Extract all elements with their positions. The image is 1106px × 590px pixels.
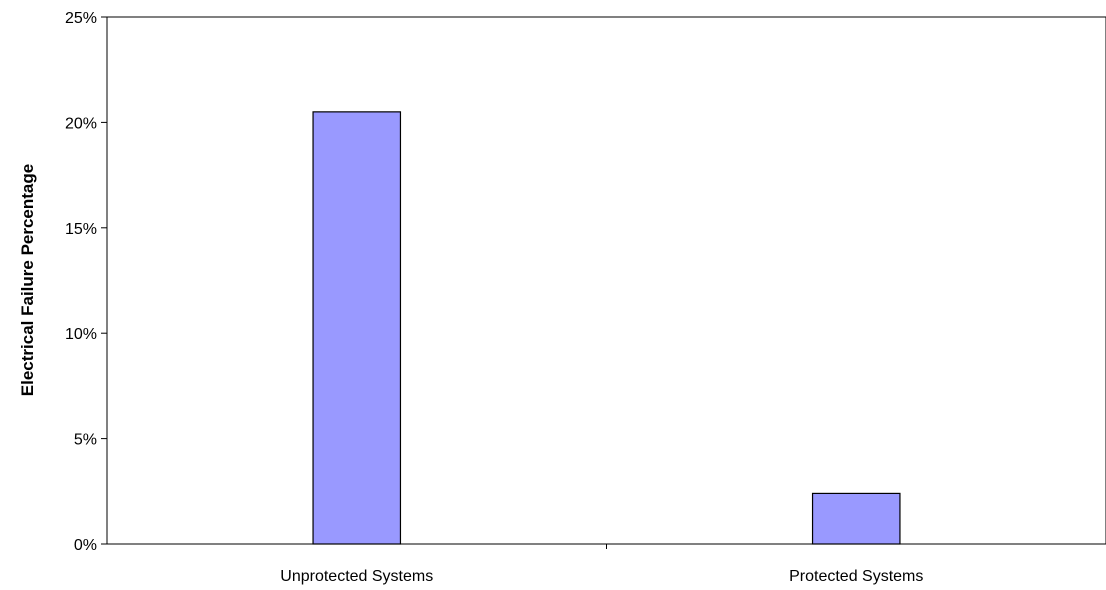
bars-layer xyxy=(312,111,901,545)
y-tick-label: 25% xyxy=(65,10,97,27)
tick-labels-layer: 0% 5% 10% 15% 20% 25% Unprotected Systems Prote… xyxy=(65,10,923,585)
y-tick-label: 5% xyxy=(74,432,97,449)
y-tick-label: 0% xyxy=(74,537,97,554)
bar-unprotected-systems xyxy=(312,111,402,545)
x-category-label: Unprotected Systems xyxy=(280,568,433,585)
y-tick-label: 10% xyxy=(65,326,97,343)
y-tick-label: 15% xyxy=(65,221,97,238)
bar-protected-systems xyxy=(811,492,901,545)
plot-area xyxy=(106,16,1106,545)
axes-layer xyxy=(101,16,1106,549)
y-axis-title: Electrical Failure Percentage xyxy=(18,164,37,396)
y-tick-label: 20% xyxy=(65,115,97,132)
x-category-label: Protected Systems xyxy=(789,568,923,585)
